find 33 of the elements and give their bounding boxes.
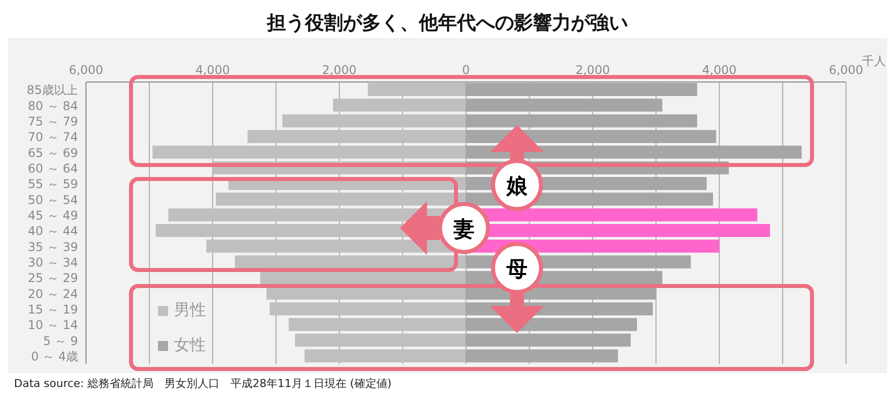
- x-tick-label: 4,000: [195, 63, 230, 77]
- legend-label: 男性: [174, 300, 206, 321]
- y-tick-label: 55 ～ 59: [28, 177, 78, 192]
- y-tick-label: 60 ～ 64: [28, 161, 78, 176]
- source-note: Data source: 総務省統計局 男女別人口 平成28年11月１日現在 (確定値): [14, 376, 392, 391]
- y-tick-label: 75 ～ 79: [28, 114, 78, 128]
- y-tick-label: 65 ～ 69: [28, 146, 78, 160]
- annotation: 妻: [452, 217, 474, 241]
- annotation: 娘: [506, 174, 528, 198]
- x-tick-label: 0: [462, 63, 470, 77]
- y-tick-label: 5 ～ 9: [43, 334, 78, 348]
- x-tick-label: 4,000: [702, 63, 737, 77]
- y-tick-label: 85歳以上: [26, 83, 78, 98]
- y-tick-label: 40 ～ 44: [28, 224, 78, 238]
- y-tick-label: 80 ～ 84: [28, 98, 78, 113]
- y-tick-label: 35 ～ 39: [28, 240, 78, 254]
- x-axis-title: 千人: [862, 53, 886, 68]
- y-tick-label: 25 ～ 29: [28, 271, 78, 286]
- y-tick-label: 20 ～ 24: [28, 286, 78, 301]
- x-tick-label: 6,000: [68, 63, 104, 77]
- y-tick-label: 50 ～ 54: [28, 192, 78, 207]
- y-tick-label: 30 ～ 34: [28, 255, 78, 270]
- y-tick-label: 45 ～ 49: [28, 208, 78, 222]
- annotation: 母: [506, 257, 528, 281]
- y-tick-label: 70 ～ 74: [28, 130, 78, 144]
- y-tick-label: 10 ～ 14: [28, 318, 78, 332]
- x-tick-label: 6,000: [828, 63, 864, 77]
- x-tick-label: 2,000: [575, 63, 610, 77]
- y-tick-label: 15 ～ 19: [28, 302, 78, 316]
- chart-title: 担う役割が多く、他年代への影響力が強い: [266, 11, 629, 36]
- x-tick-label: 2,000: [322, 63, 357, 77]
- legend-label: 女性: [174, 335, 206, 356]
- y-tick-label: 0 ～ 4歳: [31, 349, 78, 364]
